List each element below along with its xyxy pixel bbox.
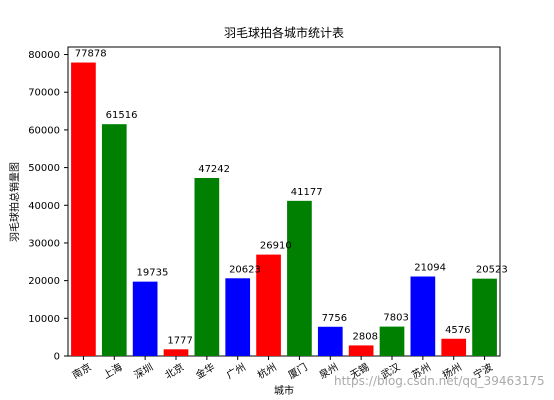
y-tick-label: 70000 — [28, 88, 60, 99]
bar — [225, 278, 251, 356]
y-tick-label: 60000 — [28, 125, 60, 136]
bar — [379, 326, 405, 356]
bar — [410, 276, 436, 356]
bar — [163, 349, 189, 356]
data-label: 2808 — [353, 331, 378, 342]
x-tick-label: 杭州 — [255, 360, 279, 381]
y-tick-label: 30000 — [28, 238, 60, 249]
bar — [132, 281, 158, 356]
x-tick-label: 南京 — [70, 360, 94, 381]
x-tick-label: 深圳 — [132, 361, 155, 381]
y-tick-label: 80000 — [28, 50, 60, 61]
data-label: 41177 — [291, 187, 323, 198]
x-tick-label: 广州 — [225, 361, 248, 381]
bars-layer — [71, 62, 497, 357]
y-tick-label: 0 — [54, 352, 60, 363]
y-tick-label: 20000 — [28, 276, 60, 287]
data-label: 26910 — [260, 241, 292, 252]
x-axis-label: 城市 — [274, 384, 294, 397]
bar — [317, 326, 343, 356]
x-tick-label: 金华 — [193, 360, 217, 381]
bar — [348, 345, 374, 356]
y-tick-label: 40000 — [28, 201, 60, 212]
y-tick-label: 10000 — [28, 314, 60, 325]
data-label: 7756 — [322, 313, 347, 324]
data-label: 21094 — [414, 263, 446, 274]
x-tick-label: 上海 — [101, 360, 125, 381]
watermark: https://blog.csdn.net/qq_39463175 — [334, 374, 545, 388]
y-axis-label: 羽毛球拍总销量图 — [8, 162, 21, 242]
data-label: 4576 — [445, 325, 470, 336]
data-labels: 77878 61516 19735 1777 47242 20623 26910 41177 7… — [75, 49, 508, 347]
bar — [194, 177, 220, 356]
data-label: 7803 — [383, 313, 408, 324]
bar — [256, 254, 281, 356]
data-label: 1777 — [167, 335, 192, 346]
bar — [71, 62, 96, 357]
bar — [441, 338, 467, 356]
y-tick-label: 50000 — [28, 163, 60, 174]
data-label: 77878 — [75, 49, 107, 60]
data-label: 19735 — [137, 268, 169, 279]
data-label: 20523 — [476, 265, 508, 276]
data-label: 61516 — [106, 110, 138, 121]
bar — [101, 124, 127, 357]
x-tick-label: 厦门 — [286, 360, 310, 381]
bar — [287, 200, 312, 356]
y-axis: 0 10000 20000 30000 40000 50000 60000 70000 8000… — [28, 50, 68, 363]
x-tick-label: 北京 — [162, 360, 186, 381]
bar — [472, 278, 497, 356]
chart-title: 羽毛球拍各城市统计表 — [224, 25, 344, 40]
data-label: 20623 — [229, 264, 261, 275]
data-label: 47242 — [198, 164, 230, 175]
